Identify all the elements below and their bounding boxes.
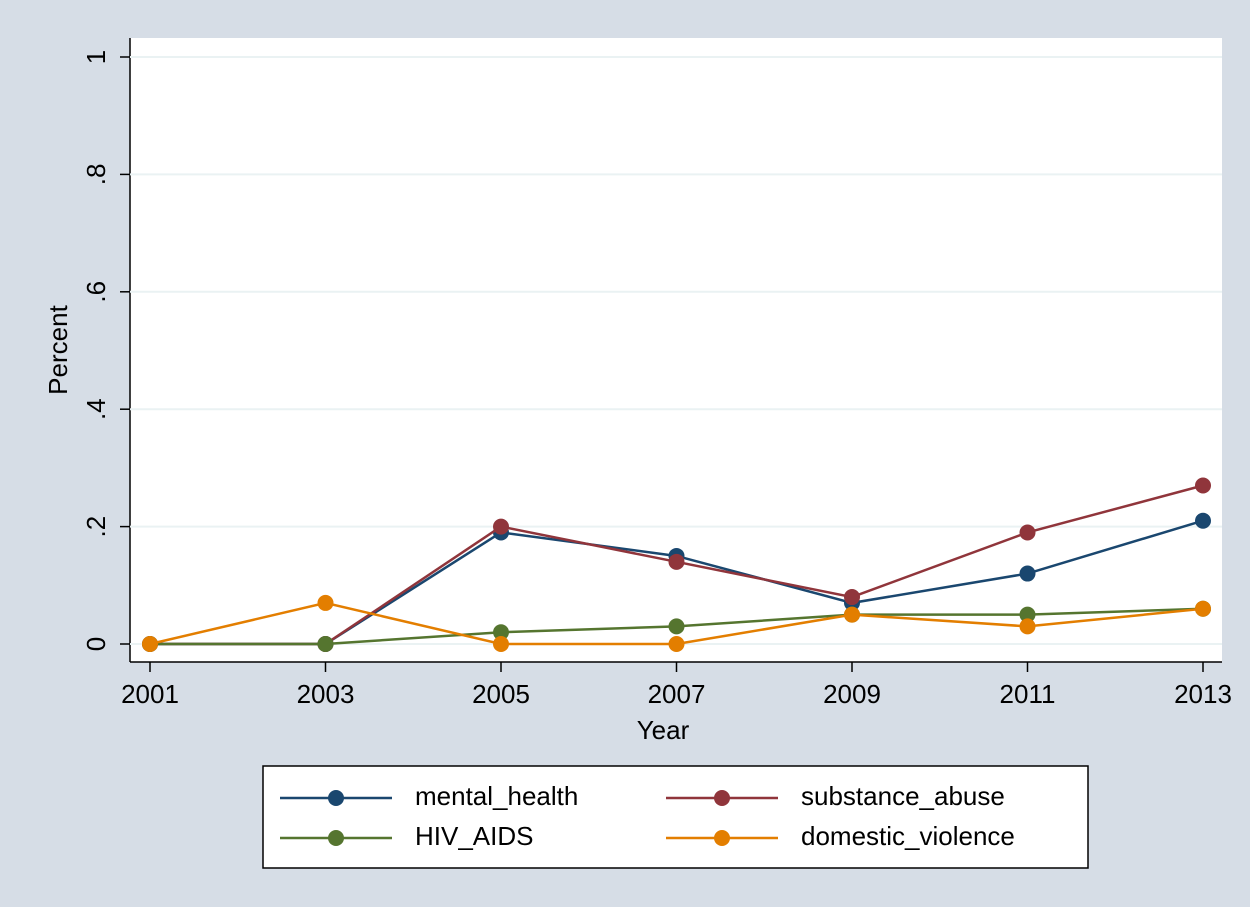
data-point xyxy=(493,624,509,641)
legend-swatch-marker xyxy=(328,790,344,806)
x-tick-label: 2011 xyxy=(1000,679,1056,709)
y-tick-label: 0 xyxy=(81,637,111,651)
data-point xyxy=(1019,565,1036,582)
legend-label: domestic_violence xyxy=(801,821,1015,851)
data-point xyxy=(1195,512,1211,529)
legend-swatch-marker xyxy=(714,790,730,806)
y-tick-label: .4 xyxy=(81,398,111,420)
data-point xyxy=(142,636,158,652)
x-tick-label: 2009 xyxy=(823,679,881,709)
x-axis-title: Year xyxy=(637,715,690,745)
x-tick-label: 2013 xyxy=(1174,679,1232,709)
data-point xyxy=(668,553,685,570)
x-tick-label: 2003 xyxy=(297,679,355,709)
x-tick-label: 2007 xyxy=(648,679,706,709)
legend-label: HIV_AIDS xyxy=(415,821,534,851)
legend-label: substance_abuse xyxy=(801,781,1005,811)
legend-label: mental_health xyxy=(415,781,578,811)
y-tick-label: .6 xyxy=(81,281,111,303)
y-tick-label: .8 xyxy=(81,164,111,186)
data-point xyxy=(317,636,334,652)
data-point xyxy=(1019,618,1036,635)
data-point xyxy=(317,594,334,611)
legend-swatch-marker xyxy=(714,830,730,846)
y-tick-label: .2 xyxy=(81,516,111,538)
data-point xyxy=(1195,477,1211,494)
data-point xyxy=(844,606,860,623)
x-tick-label: 2001 xyxy=(121,679,179,709)
data-point xyxy=(493,636,509,652)
y-tick-label: 1 xyxy=(81,50,111,64)
legend-swatch-marker xyxy=(328,830,344,846)
data-point xyxy=(668,636,685,652)
data-point xyxy=(1019,606,1036,623)
x-tick-label: 2005 xyxy=(472,679,530,709)
data-point xyxy=(1019,524,1036,541)
data-point xyxy=(1195,600,1211,617)
legend-box xyxy=(262,765,1089,869)
y-axis-title: Percent xyxy=(43,304,73,394)
data-point xyxy=(844,589,860,606)
data-point xyxy=(668,618,685,635)
data-point xyxy=(493,518,509,535)
